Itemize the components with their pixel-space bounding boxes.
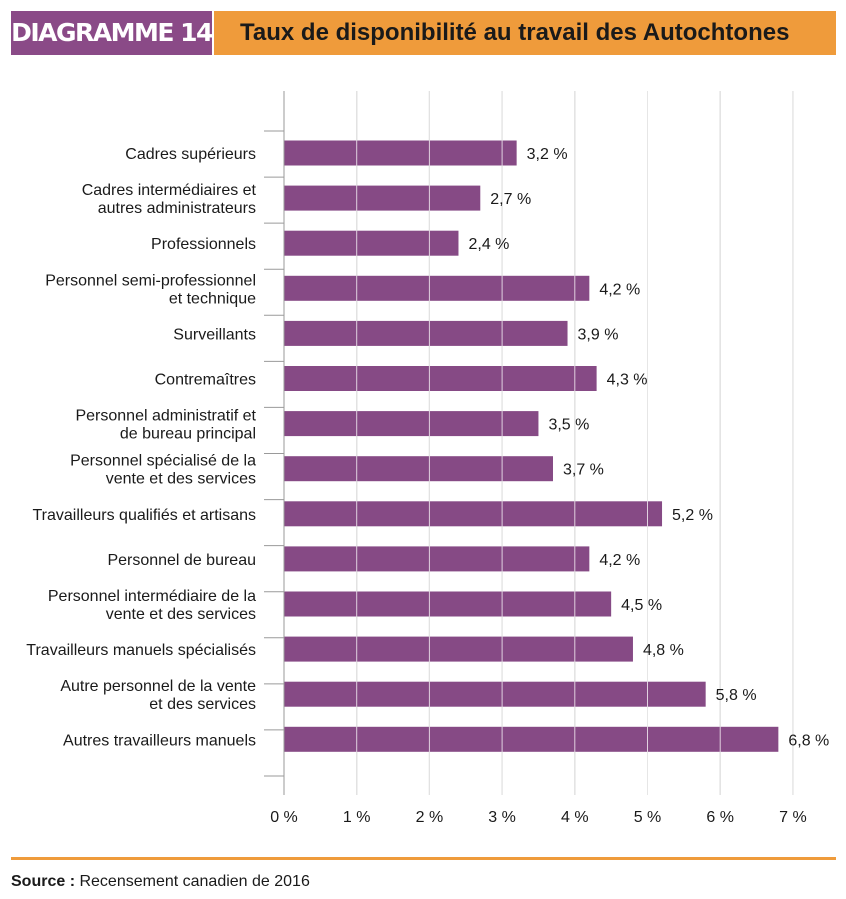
x-tick-label-6: 6 % xyxy=(706,809,734,826)
x-tick-labels: 0 % 1 % 2 % 3 % 4 % 5 % 6 % 7 % xyxy=(270,809,806,826)
x-tick-label-5: 5 % xyxy=(634,809,662,826)
value-label-3: 4,2 % xyxy=(599,281,640,298)
category-label-line: Personnel administratif et xyxy=(75,408,256,425)
category-label-line: Contremaîtres xyxy=(155,372,256,389)
value-label-9: 4,2 % xyxy=(599,552,640,569)
bar-6 xyxy=(284,411,539,437)
value-label-0: 3,2 % xyxy=(527,146,568,163)
category-label-13: Autres travailleurs manuels xyxy=(63,732,256,749)
category-label-line: Travailleurs manuels spécialisés xyxy=(26,642,256,659)
bar-1 xyxy=(284,185,481,211)
value-label-2: 2,4 % xyxy=(468,236,509,253)
category-label-line: Travailleurs qualifiés et artisans xyxy=(33,507,257,524)
value-label-11: 4,8 % xyxy=(643,642,684,659)
category-label-line: Personnel de bureau xyxy=(107,552,256,569)
bar-5 xyxy=(284,366,597,391)
category-label-line: vente et des services xyxy=(106,606,256,623)
category-label-11: Travailleurs manuels spécialisés xyxy=(26,642,256,659)
value-labels: 3,2 % 2,7 % 2,4 % 4,2 % 3,9 % 4,3 % 3,5 % 3,7 %… xyxy=(468,146,829,749)
bar-2 xyxy=(284,230,459,256)
x-tick-label-7: 7 % xyxy=(779,809,807,826)
category-labels: Cadres supérieurs Cadres intermédiaires e… xyxy=(26,146,256,749)
chart-header: DIAGRAMME 14 Taux de disponibilité au tr… xyxy=(11,11,836,55)
value-label-1: 2,7 % xyxy=(490,191,531,208)
footer-divider xyxy=(11,857,836,860)
bar-3 xyxy=(284,275,590,301)
category-label-8: Travailleurs qualifiés et artisans xyxy=(33,507,257,524)
x-tick-label-0: 0 % xyxy=(270,809,298,826)
category-label-5: Contremaîtres xyxy=(155,372,256,389)
category-label-line: Surveillants xyxy=(173,326,256,343)
category-label-9: Personnel de bureau xyxy=(107,552,256,569)
bar-0 xyxy=(284,140,517,166)
category-label-0: Cadres supérieurs xyxy=(125,146,256,163)
category-label-line: Personnel intermédiaire de la xyxy=(48,588,256,605)
x-tick-label-1: 1 % xyxy=(343,809,371,826)
category-label-7: Personnel spécialisé de la vente et des s… xyxy=(70,453,256,488)
value-label-8: 5,2 % xyxy=(672,507,713,524)
bar-11 xyxy=(284,636,633,662)
y-axis xyxy=(264,91,285,795)
category-label-line: et technique xyxy=(169,290,256,307)
bar-8 xyxy=(284,501,663,527)
category-label-line: Cadres intermédiaires et xyxy=(82,182,257,199)
category-label-2: Professionnels xyxy=(151,236,256,253)
chart-title: Taux de disponibilité au travail des Aut… xyxy=(214,11,836,55)
bars xyxy=(284,91,794,795)
bar-13 xyxy=(284,726,779,752)
category-label-line: Autre personnel de la vente xyxy=(60,678,256,695)
value-label-12: 5,8 % xyxy=(716,687,757,704)
category-label-line: Personnel semi-professionnel xyxy=(45,272,256,289)
bar-10 xyxy=(284,591,612,617)
bar-4 xyxy=(284,320,568,346)
bar-9 xyxy=(284,546,590,572)
source-note: Source : Recensement canadien de 2016 xyxy=(11,873,310,891)
category-label-10: Personnel intermédiaire de la vente et de… xyxy=(48,588,256,623)
category-label-line: Personnel spécialisé de la xyxy=(70,453,256,470)
x-tick-label-2: 2 % xyxy=(416,809,444,826)
source-text: Recensement canadien de 2016 xyxy=(75,873,310,890)
category-label-line: vente et des services xyxy=(106,471,256,488)
category-label-line: de bureau principal xyxy=(120,426,256,443)
bar-7 xyxy=(284,456,553,482)
category-label-6: Personnel administratif et de bureau prin… xyxy=(75,408,256,443)
category-label-line: autres administrateurs xyxy=(98,200,256,217)
source-label: Source : xyxy=(11,873,76,890)
value-label-6: 3,5 % xyxy=(548,417,589,434)
value-label-10: 4,5 % xyxy=(621,597,662,614)
value-label-13: 6,8 % xyxy=(788,732,829,749)
category-label-3: Personnel semi-professionnel et technique xyxy=(45,272,256,307)
value-label-7: 3,7 % xyxy=(563,462,604,479)
value-label-4: 3,9 % xyxy=(578,326,619,343)
category-label-line: Professionnels xyxy=(151,236,256,253)
category-label-12: Autre personnel de la vente et des servic… xyxy=(60,678,256,713)
category-label-4: Surveillants xyxy=(173,326,256,343)
diagram-number-badge: DIAGRAMME 14 xyxy=(11,11,213,55)
category-label-line: Autres travailleurs manuels xyxy=(63,732,256,749)
bar-12 xyxy=(284,681,706,707)
value-label-5: 4,3 % xyxy=(607,372,648,389)
category-label-line: et des services xyxy=(149,696,256,713)
category-label-line: Cadres supérieurs xyxy=(125,146,256,163)
x-tick-label-4: 4 % xyxy=(561,809,589,826)
x-tick-label-3: 3 % xyxy=(488,809,516,826)
category-label-1: Cadres intermédiaires et autres administr… xyxy=(82,182,257,217)
